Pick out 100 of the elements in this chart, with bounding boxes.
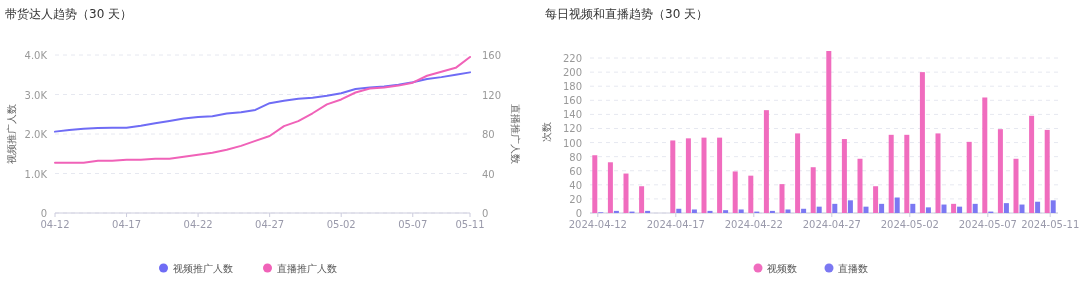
y2-tick-label: 160: [482, 50, 502, 61]
y-tick-label: 80: [569, 151, 582, 163]
bar: [894, 197, 900, 213]
x-tick-label: 2024-05-11: [1021, 219, 1080, 230]
bar: [738, 209, 744, 213]
y-tick-label: 20: [569, 193, 582, 205]
y-tick-label: 100: [562, 137, 582, 149]
bar: [879, 203, 885, 213]
legend-label: 视频推广人数: [172, 263, 233, 274]
x-tick-label: 05-11: [455, 219, 485, 230]
line-series: [54, 55, 471, 164]
bar: [925, 207, 931, 213]
y-tick-label: 4.0K: [24, 50, 48, 61]
x-tick-label: 2024-04-12: [568, 219, 627, 230]
bar: [1044, 129, 1050, 213]
bar: [1019, 204, 1025, 213]
bar: [779, 184, 785, 213]
line-series: [54, 71, 471, 133]
bar: [613, 210, 619, 213]
y-axis-title: 次数: [541, 122, 552, 142]
x-tick-label: 05-02: [326, 219, 356, 230]
y-tick-label: 2.0K: [24, 129, 48, 140]
bar: [935, 133, 941, 213]
y-tick-label: 200: [562, 67, 582, 79]
legend-label: 直播推广人数: [276, 263, 337, 274]
x-tick-label: 04-12: [40, 219, 70, 230]
bar: [607, 162, 613, 213]
y-tick-label: 1.0K: [24, 168, 48, 180]
y2-axis-title: 直播推广人数: [510, 104, 521, 164]
y-tick-label: 0: [40, 208, 47, 219]
x-tick-label: 2024-05-02: [880, 219, 939, 230]
x-tick-label: 04-17: [112, 219, 142, 230]
bar: [645, 210, 651, 213]
bar: [723, 210, 729, 213]
bar: [623, 173, 629, 213]
bar: [1029, 115, 1035, 213]
y-tick-label: 40: [569, 179, 582, 191]
legend-label: 直播数: [838, 263, 868, 274]
bar: [826, 51, 832, 213]
x-tick-label: 2024-04-27: [802, 219, 861, 230]
bar: [717, 137, 723, 213]
bar: [691, 209, 697, 213]
x-tick-label: 2024-04-22: [724, 219, 783, 230]
bar: [997, 129, 1003, 213]
bar: [639, 186, 645, 213]
y-tick-label: 60: [569, 165, 582, 177]
bar: [857, 158, 863, 213]
bar: [769, 210, 775, 213]
bar: [941, 204, 947, 213]
bar: [676, 208, 682, 213]
bar: [801, 208, 807, 213]
bar: [732, 171, 738, 213]
y-tick-label: 220: [562, 53, 582, 65]
bar: [904, 134, 910, 213]
bar: [1050, 200, 1056, 213]
bar: [919, 72, 925, 213]
y2-tick-label: 80: [482, 129, 495, 140]
bar: [810, 167, 816, 213]
chart-title: 每日视频和直播趋势（30 天）: [545, 7, 709, 21]
bar: [832, 203, 838, 213]
bar: [707, 210, 713, 213]
x-tick-label: 2024-05-07: [958, 219, 1017, 230]
y2-tick-label: 40: [482, 168, 495, 180]
bar: [957, 206, 963, 213]
y2-tick-label: 120: [482, 89, 502, 101]
bar: [1035, 201, 1041, 213]
bar: [816, 206, 822, 213]
bar: [951, 203, 957, 213]
y-tick-label: 120: [562, 123, 582, 135]
y-tick-label: 180: [562, 81, 582, 93]
x-tick-label: 04-22: [183, 219, 213, 230]
bar: [748, 175, 754, 213]
y-tick-label: 0: [575, 208, 582, 219]
y-tick-label: 3.0K: [24, 89, 48, 101]
x-tick-label: 05-07: [398, 219, 428, 230]
bar: [795, 133, 801, 213]
bar: [701, 137, 707, 213]
bar: [847, 200, 853, 213]
bar: [1003, 203, 1009, 213]
y2-tick-label: 0: [482, 208, 489, 219]
bar: [966, 141, 972, 213]
legend-label: 视频数: [767, 263, 797, 274]
bar: [685, 138, 691, 213]
bar: [888, 134, 894, 213]
bar: [670, 140, 676, 213]
bar: [1013, 158, 1019, 213]
bar: [763, 110, 769, 213]
bar: [873, 186, 879, 213]
bar: [982, 97, 988, 213]
x-tick-label: 2024-04-17: [646, 219, 705, 230]
x-tick-label: 04-27: [255, 219, 285, 230]
y-axis-title: 视频推广人数: [6, 104, 17, 164]
chart-title: 带货达人趋势（30 天）: [5, 7, 133, 21]
bar: [863, 206, 869, 213]
bar: [841, 139, 847, 213]
bar: [972, 203, 978, 213]
y-tick-label: 160: [562, 95, 582, 107]
y-tick-label: 140: [562, 109, 582, 121]
bar: [592, 155, 598, 213]
bar: [910, 203, 916, 213]
